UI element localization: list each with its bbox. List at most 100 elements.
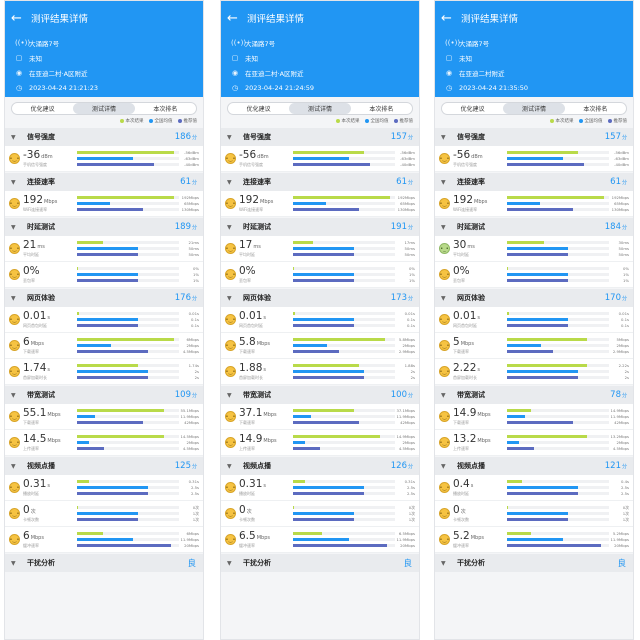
bar-fill bbox=[507, 447, 534, 450]
section-header[interactable]: ▼ 视频点播 121 分 bbox=[435, 457, 633, 475]
metric-value: 0.31 s bbox=[23, 478, 75, 490]
section-header[interactable]: ▼ 网页体验 170 分 bbox=[435, 289, 633, 307]
metric-label: 网页首包时延 bbox=[239, 323, 263, 328]
comparison-bars: 30ms 50ms 50ms bbox=[505, 240, 629, 257]
location-text-row: ◉ 在亚迪二村附近 bbox=[441, 65, 627, 80]
bar-value: 1% bbox=[408, 272, 415, 277]
tab-ranking[interactable]: 本次排名 bbox=[153, 106, 178, 113]
result-panel: ← 测评结果详情 ((•)) 大涌路7号 ▢ 未知 ◉ 在亚迪二村·A区附近 ◷ 2023-04-… bbox=[4, 0, 204, 640]
section-header[interactable]: ▼ 网页体验 176 分 bbox=[5, 289, 203, 307]
metric-unit: Mbps bbox=[47, 412, 61, 418]
bar-fill bbox=[293, 324, 355, 327]
section-header[interactable]: ▼ 时延测试 191 分 bbox=[221, 218, 419, 236]
metric-number: 0 bbox=[239, 504, 246, 516]
tab-details[interactable]: 测试详情 bbox=[73, 103, 135, 114]
comparison-bars: 0% 1% 1% bbox=[75, 266, 199, 283]
metric-value: 2.22 s bbox=[453, 362, 505, 374]
comparison-bars: 6.5Mbps 11.9Mbps 20Mbps bbox=[291, 531, 415, 548]
bar-value: -40dBm bbox=[400, 162, 415, 167]
section-score: 125 bbox=[174, 461, 191, 471]
tab-ranking[interactable]: 本次排名 bbox=[583, 106, 608, 113]
bar-recommended: 42Mbps bbox=[77, 420, 199, 425]
bar-fill bbox=[507, 376, 579, 379]
back-arrow-icon[interactable]: ← bbox=[11, 10, 22, 26]
section-title: 视频点播 bbox=[243, 462, 271, 470]
metric-row: •‿• 0 次卡顿次数 0次 1次 1次 bbox=[221, 501, 419, 527]
section-header[interactable]: ▼ 带宽测试 78 分 bbox=[435, 386, 633, 404]
section-title: 网页体验 bbox=[243, 294, 271, 302]
section-header[interactable]: ▼ 信号强度 157 分 bbox=[221, 128, 419, 146]
section-header[interactable]: ▼ 网页体验 173 分 bbox=[221, 289, 419, 307]
tab-details[interactable]: 测试详情 bbox=[503, 103, 565, 114]
bar-track bbox=[293, 350, 395, 353]
metric-row: •‿• 0.31 s 播放时延 0.31s 2.5s 2.5s bbox=[221, 475, 419, 501]
section-title: 时延测试 bbox=[457, 223, 485, 231]
section-score-unit: 分 bbox=[621, 463, 627, 470]
tab-details[interactable]: 测试详情 bbox=[289, 103, 351, 114]
tab-suggestions[interactable]: 优化建议 bbox=[460, 106, 485, 113]
bar-track bbox=[507, 544, 609, 547]
metric-value: 192 Mbps bbox=[453, 194, 505, 206]
metric-number: 0% bbox=[453, 265, 470, 277]
bar-value: 42Mbps bbox=[614, 420, 629, 425]
bar-this-result: 0.01s bbox=[507, 311, 629, 316]
comparison-bars: 37.1Mbps 11.9Mbps 42Mbps bbox=[291, 408, 415, 425]
metric-label: 下载速率 bbox=[23, 349, 39, 354]
legend-label: 本次结果 bbox=[555, 119, 574, 124]
metric-label: 缓冲速率 bbox=[23, 543, 39, 548]
bar-national-average: 11.9Mbps bbox=[293, 537, 415, 542]
section-header[interactable]: ▼ 带宽测试 100 分 bbox=[221, 386, 419, 404]
metric-number: 0.01 bbox=[453, 310, 477, 322]
section-header[interactable]: ▼ 连接速率 61 分 bbox=[435, 173, 633, 191]
metric-unit: s bbox=[477, 367, 480, 373]
test-datetime: 2023-04-24 21:35:50 bbox=[459, 83, 529, 92]
bar-track bbox=[507, 202, 609, 205]
section-header[interactable]: ▼ 视频点播 126 分 bbox=[221, 457, 419, 475]
bar-recommended: -40dBm bbox=[77, 162, 199, 167]
metric-label: 平均时延 bbox=[23, 252, 39, 257]
section-header[interactable]: ▼ 干扰分析 良 bbox=[5, 554, 203, 572]
bar-fill bbox=[293, 480, 306, 483]
metric-summary: 30 ms 平均时延 bbox=[453, 239, 505, 258]
metric-number: 14.9 bbox=[453, 407, 477, 419]
section-header[interactable]: ▼ 干扰分析 良 bbox=[435, 554, 633, 572]
bar-national-average: 11.9Mbps bbox=[77, 537, 199, 542]
metric-unit: Mbps bbox=[30, 341, 44, 347]
bar-value: 0.1s bbox=[620, 317, 629, 322]
bar-recommended: 2s bbox=[77, 375, 199, 380]
bar-value: 6Mbps bbox=[186, 531, 200, 536]
app-header: ← 测评结果详情 ((•)) 大涌路7号 ▢ 未知 ◉ 在亚迪二村附近 ◷ 2023-04-24 … bbox=[435, 1, 633, 97]
section-header[interactable]: ▼ 干扰分析 良 bbox=[221, 554, 419, 572]
bar-track bbox=[293, 544, 395, 547]
section-header[interactable]: ▼ 带宽测试 109 分 bbox=[5, 386, 203, 404]
comparison-bars: 0.01s 0.1s 0.1s bbox=[291, 311, 415, 328]
bar-value: 0次 bbox=[192, 504, 199, 510]
bar-this-result: 6.5Mbps bbox=[293, 531, 415, 536]
metric-row: •‿• 0% 丢包率 0% 1% 1% bbox=[5, 262, 203, 288]
tab-suggestions[interactable]: 优化建议 bbox=[246, 106, 271, 113]
section-header[interactable]: ▼ 连接速率 61 分 bbox=[5, 173, 203, 191]
section-header[interactable]: ▼ 时延测试 189 分 bbox=[5, 218, 203, 236]
section-header[interactable]: ▼ 视频点播 125 分 bbox=[5, 457, 203, 475]
bar-fill bbox=[293, 196, 390, 199]
bar-value: 50ms bbox=[618, 246, 629, 251]
bar-track bbox=[77, 480, 179, 483]
bar-track bbox=[507, 318, 609, 321]
section-header[interactable]: ▼ 信号强度 186 分 bbox=[5, 128, 203, 146]
chevron-down-icon: ▼ bbox=[227, 133, 232, 141]
bar-recommended: 1% bbox=[77, 278, 199, 283]
bar-track bbox=[77, 532, 179, 535]
back-arrow-icon[interactable]: ← bbox=[441, 10, 452, 26]
bar-this-result: 192Mbps bbox=[507, 195, 629, 200]
tab-ranking[interactable]: 本次排名 bbox=[369, 106, 394, 113]
app-header: ← 测评结果详情 ((•)) 大涌路7号 ▢ 未知 ◉ 在亚迪二村·A区附近 ◷ 2023-04-… bbox=[5, 1, 203, 97]
metric-value: 192 Mbps bbox=[23, 194, 75, 206]
section-header[interactable]: ▼ 时延测试 184 分 bbox=[435, 218, 633, 236]
section-header[interactable]: ▼ 连接速率 61 分 bbox=[221, 173, 419, 191]
bar-track bbox=[507, 196, 609, 199]
tab-suggestions[interactable]: 优化建议 bbox=[30, 106, 55, 113]
back-arrow-icon[interactable]: ← bbox=[227, 10, 238, 26]
bar-value: 2.5s bbox=[406, 491, 415, 496]
section-header[interactable]: ▼ 信号强度 157 分 bbox=[435, 128, 633, 146]
bar-track bbox=[507, 447, 609, 450]
